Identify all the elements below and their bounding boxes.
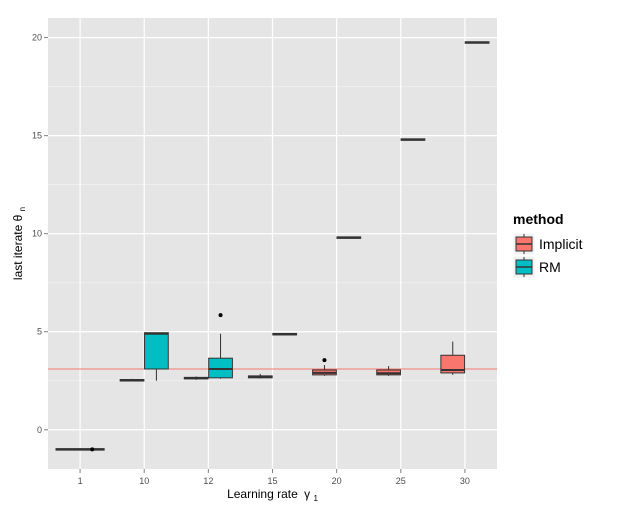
y-axis-title-text: last iterate θ [11,214,25,280]
box-implicit-10 [119,378,145,382]
x-tick-label: 20 [332,476,342,486]
grid-major [48,18,497,469]
box-outlier [322,358,327,363]
y-tick-label: 20 [32,33,42,43]
box-implicit-20 [312,358,337,376]
box-implicit-15 [247,373,273,379]
x-tick-label: 15 [267,476,277,486]
box-rm-25 [400,138,426,141]
x-tick-label: 12 [203,476,213,486]
x-axis-title: Learning rate γ 1 [227,487,318,503]
box-rm-1 [79,447,105,452]
legend-title: method [513,211,564,227]
box-rm-20 [336,236,362,239]
legend-items: Implicit RM [512,232,583,279]
box-rm-10 [144,332,169,381]
y-tick-label: 0 [37,425,42,435]
y-axis-title: last iterate θ n [11,207,27,280]
box-implicit-1 [55,448,81,451]
x-axis-title-subscript: 1 [313,494,318,503]
x-axis-title-text: Learning rate [227,487,298,501]
x-tick-label: 30 [460,476,470,486]
legend-key-implicit [512,232,536,256]
box-outlier [218,313,223,318]
y-axis-title-subscript: n [18,207,27,211]
legend-label-rm: RM [539,259,561,275]
y-tick-label: 5 [37,327,42,337]
x-tick-label: 25 [396,476,406,486]
box-implicit-25 [376,366,401,376]
legend: method Implicit RM [512,211,583,279]
y-tick-label: 15 [32,131,42,141]
y-axis-ticks: 0 5 10 15 20 [32,33,48,435]
box-outlier [90,447,95,452]
box-rm-30 [464,41,490,44]
x-tick-label: 10 [139,476,149,486]
box-implicit-30 [440,341,466,375]
box-groups [55,41,490,452]
legend-key-rm [512,255,536,279]
legend-label-implicit: Implicit [539,236,583,252]
x-tick-label: 1 [78,476,83,486]
box-iqr [440,354,466,374]
box-rm-12 [208,313,233,379]
y-tick-label: 10 [32,229,42,239]
box-iqr [144,332,169,370]
x-axis-title-symbol: γ [304,487,310,501]
box-rm-15 [272,332,298,336]
x-axis-ticks: 1 10 12 15 20 25 30 [78,469,470,486]
box-implicit-12 [183,376,209,380]
